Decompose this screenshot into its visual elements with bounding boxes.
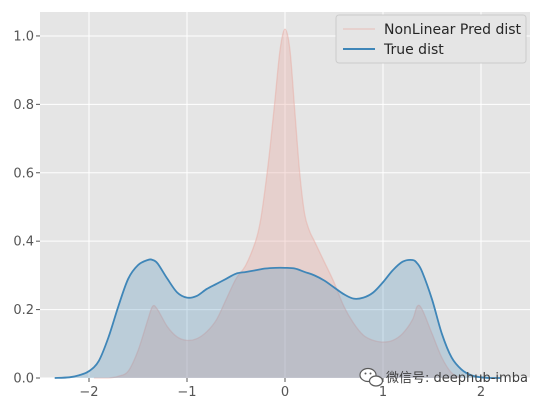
legend: NonLinear Pred dist True dist [335, 14, 527, 64]
series-line-true-dist [54, 258, 501, 379]
y-tick-label: 0.8 [13, 98, 34, 113]
watermark: 微信号: deephub-imba [359, 367, 528, 387]
x-axis: −2 −1 0 1 2 [79, 378, 485, 400]
y-tick-label: 1.0 [13, 29, 34, 44]
y-tick-label: 0.4 [13, 235, 34, 250]
watermark-text: 微信号: deephub-imba [386, 371, 528, 386]
y-tick-label: 0.2 [13, 303, 34, 318]
area-fill-true-dist [54, 259, 501, 378]
x-tick-label: 0 [281, 385, 289, 400]
wechat-icon [359, 367, 384, 387]
y-axis: 0.0 0.2 0.4 0.6 0.8 1.0 [13, 29, 40, 387]
series-line-nonlinear-pred [93, 28, 462, 379]
legend-label-nonlinear-pred: NonLinear Pred dist [384, 22, 522, 38]
y-tick-label: 0.0 [13, 372, 34, 387]
x-tick-label: −1 [177, 385, 196, 400]
y-tick-label: 0.6 [13, 166, 34, 181]
legend-label-true-dist: True dist [383, 42, 444, 58]
x-tick-label: 1 [379, 385, 387, 400]
area-fill-nonlinear-pred [93, 29, 462, 378]
density-areas [54, 28, 501, 379]
x-tick-label: −2 [79, 385, 98, 400]
legend-box [335, 14, 527, 64]
x-tick-label: 2 [477, 385, 485, 400]
